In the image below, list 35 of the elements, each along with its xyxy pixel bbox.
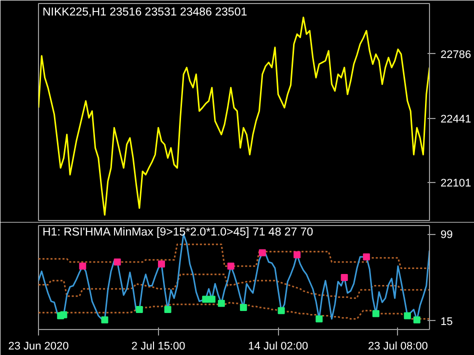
point: [316, 315, 323, 322]
y-tick-label: 22786: [440, 48, 472, 61]
point: [218, 300, 225, 307]
point: [158, 260, 165, 268]
y-tick-label: 15: [440, 316, 453, 328]
x-tick-label: 14 Jul 02:00: [248, 340, 308, 352]
point: [362, 253, 370, 260]
line-series: [38, 244, 430, 269]
x-tick-label: 23 Jun 2020: [8, 340, 69, 352]
y-tick-label: 22101: [440, 177, 472, 190]
x-tick-label: 2 Jul 15:00: [131, 340, 186, 352]
point: [294, 251, 301, 258]
point: [404, 312, 411, 320]
chart-title: H1: RSI'HMA MinMax [9>15*2.0*1.0>45] 71 48 27 70: [42, 226, 314, 238]
point: [60, 311, 68, 318]
line-series: [38, 16, 430, 216]
point: [164, 306, 172, 314]
x-tick-label: 23 Jul 08:00: [368, 340, 428, 352]
point: [208, 296, 216, 303]
point: [372, 310, 380, 318]
point: [278, 307, 285, 314]
point: [79, 262, 86, 270]
point: [101, 316, 108, 324]
point: [240, 304, 247, 311]
point: [227, 262, 234, 270]
point: [202, 296, 210, 303]
y-tick-label: 22441: [440, 114, 472, 126]
y-tick-label: 99: [440, 229, 453, 242]
line-series: [38, 274, 430, 299]
point: [114, 258, 121, 266]
point: [258, 249, 266, 256]
point: [136, 306, 143, 314]
chart-title: NIKK225,H1 23516 23531 23486 23501: [42, 6, 248, 18]
point: [413, 316, 420, 324]
point: [340, 274, 348, 281]
